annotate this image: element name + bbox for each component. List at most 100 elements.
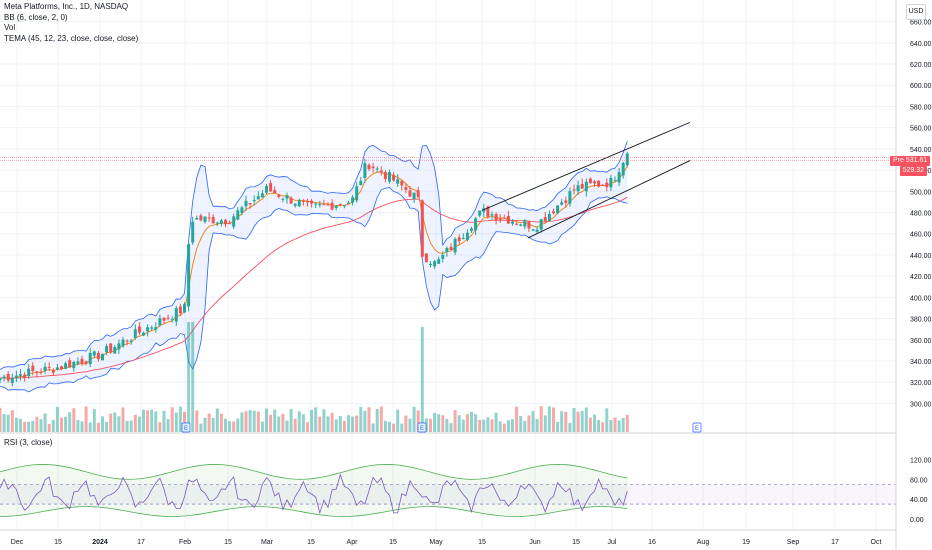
candle-body	[310, 200, 314, 204]
volume-bar	[113, 412, 117, 432]
candle	[478, 210, 482, 218]
volume-bar	[396, 409, 400, 432]
volume-bar	[240, 412, 244, 432]
volume-bar	[457, 415, 461, 432]
candle	[301, 199, 305, 206]
candle	[351, 194, 355, 206]
volume-bar	[482, 419, 486, 432]
volume-bar	[80, 421, 84, 432]
volume-bar	[6, 414, 10, 432]
bb-upper	[0, 141, 628, 370]
volume-bar	[31, 420, 35, 432]
candle-body	[43, 366, 47, 372]
volume-bar	[371, 423, 375, 432]
earnings-marker-label: E	[420, 426, 424, 432]
candle	[445, 246, 449, 257]
candle	[593, 179, 596, 187]
pre-value: 531.61	[905, 157, 928, 164]
candle-body	[199, 215, 203, 221]
candle	[420, 199, 424, 259]
price-tick-label: 660.00	[910, 20, 932, 27]
volume-bar	[556, 421, 560, 432]
candle-body	[593, 181, 596, 184]
candle	[178, 303, 182, 316]
candle-body	[219, 220, 223, 224]
legend-bb[interactable]: BB (6, close, 2, 0)	[4, 12, 68, 22]
rsi-legend[interactable]: RSI (3, close)	[4, 438, 53, 447]
volume-bar	[347, 415, 350, 432]
volume-bar	[0, 407, 2, 432]
time-tick-label: 15	[224, 539, 232, 546]
last-price-tag: 529.32	[899, 166, 927, 176]
candle	[400, 179, 404, 191]
volume-bar	[191, 322, 195, 432]
volume-bar	[142, 409, 145, 432]
currency-badge[interactable]: USD	[906, 4, 926, 20]
volume-bar	[420, 327, 424, 432]
candle-body	[494, 213, 498, 221]
legend-vol[interactable]: Vol	[4, 23, 16, 32]
candle	[572, 184, 576, 195]
candle	[531, 228, 535, 232]
volume-bar	[285, 420, 289, 432]
candle-body	[580, 183, 584, 189]
candle-body	[588, 178, 592, 184]
volume-bar	[260, 421, 264, 432]
volume-bar	[441, 415, 445, 432]
volume-bar	[523, 420, 527, 432]
candle	[334, 205, 338, 211]
volume-bar	[527, 415, 531, 432]
time-tick-label: May	[429, 539, 443, 546]
candle	[310, 198, 314, 208]
candle-body	[2, 376, 6, 379]
time-tick-label: 19	[742, 539, 750, 546]
volume-bar	[379, 406, 383, 432]
candle-body	[23, 374, 27, 378]
candle-body	[260, 193, 264, 198]
candle	[441, 251, 445, 263]
earnings-marker[interactable]: E	[692, 422, 702, 433]
volume-bar	[437, 414, 441, 432]
candle	[449, 243, 453, 251]
volume-bar	[207, 413, 211, 432]
volume-bar	[560, 411, 564, 432]
earnings-marker[interactable]: E	[181, 422, 191, 433]
candle	[187, 242, 191, 312]
candle-body	[490, 214, 494, 216]
candle-body	[129, 340, 133, 342]
rsi-tick-label: 0.00	[910, 517, 924, 524]
candle	[453, 237, 457, 256]
legend-symbol[interactable]: Meta Platforms, Inc., 1D, NASDAQ	[4, 2, 129, 11]
candle	[285, 192, 289, 204]
volume-bar	[199, 423, 203, 432]
candle-body	[224, 219, 227, 225]
candle	[47, 362, 51, 372]
volume-bar	[580, 410, 584, 432]
volume-bar	[236, 418, 240, 432]
earnings-marker[interactable]: E	[417, 422, 427, 433]
candle-body	[101, 353, 104, 361]
candles	[0, 151, 629, 387]
candle-body	[142, 332, 145, 336]
volume-bar	[158, 422, 162, 432]
candle-body	[420, 200, 424, 257]
legend-tema[interactable]: TEMA (45, 12, 23, close, close, close)	[4, 33, 139, 43]
rsi-tick-label: 80.00	[910, 477, 928, 484]
volume-bar	[232, 421, 236, 432]
candle	[601, 183, 605, 186]
volume-bar	[625, 414, 629, 432]
trend-channel[interactable]	[481, 121, 691, 239]
candle-body	[236, 210, 240, 220]
candle-body	[211, 217, 215, 224]
candle	[92, 350, 96, 359]
price-tick-label: 420.00	[910, 274, 932, 281]
candle	[117, 339, 121, 354]
volume-bar	[310, 409, 314, 432]
candle	[244, 195, 248, 211]
candle	[597, 180, 601, 188]
volume-bar	[334, 419, 338, 432]
price-tick-label: 500.00	[910, 189, 932, 196]
volume-bar	[289, 408, 293, 432]
